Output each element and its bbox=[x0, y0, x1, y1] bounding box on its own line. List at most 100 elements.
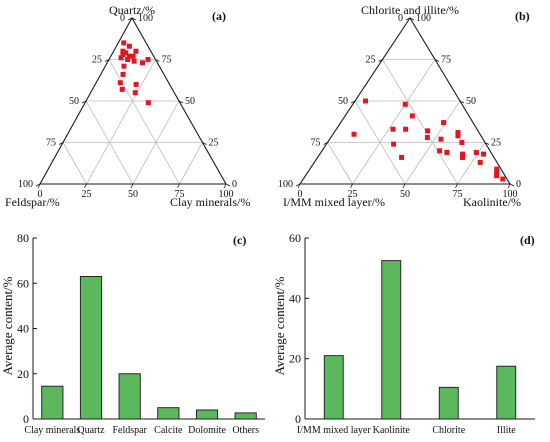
bar-c-x-tick-label: Dolomite bbox=[188, 425, 226, 436]
ternary-a-tick bbox=[155, 59, 160, 62]
ternary-a-tick-label-left-axis: 50 bbox=[69, 96, 79, 107]
ternary-a-tick-label-top-axis: 100 bbox=[138, 13, 153, 24]
ternary-b-data-point bbox=[500, 176, 506, 182]
ternary-a-tick-label-top-axis: 0 bbox=[232, 179, 237, 190]
bar-c-bar bbox=[195, 409, 219, 420]
ternary-a-data-point bbox=[120, 48, 126, 54]
ternary-a-tick bbox=[35, 183, 41, 187]
ternary-b-data-point bbox=[390, 126, 396, 132]
ternary-b-tick-label-bottom-axis: 50 bbox=[400, 189, 410, 200]
panel-label-a: (a) bbox=[212, 9, 226, 23]
ternary-a-data-point bbox=[123, 50, 129, 56]
ternary-a-grid-line bbox=[62, 142, 87, 185]
ternary-b-grid-line bbox=[382, 59, 458, 185]
ternary-chart-chlorite-imm-kaolinite: Chlorite and illite/% (b) I/MM mixed lay… bbox=[278, 3, 530, 209]
ternary-b-data-point bbox=[437, 148, 443, 154]
ternary-b-data-point bbox=[403, 126, 409, 132]
ternary-b-data-point bbox=[494, 173, 500, 179]
ternary-a-tick-label-left-axis: 100 bbox=[18, 179, 33, 190]
bar-c-x-tick-label: Feldspar bbox=[112, 425, 147, 436]
ternary-b-tick-label-left-axis: 25 bbox=[366, 55, 376, 66]
ternary-b-tick-label-top-axis: 0 bbox=[516, 179, 521, 190]
bar-d-y-tick-label: 60 bbox=[289, 231, 301, 245]
ternary-b-tick-label-bottom-axis: 100 bbox=[503, 189, 518, 200]
ternary-a-tick bbox=[84, 183, 87, 189]
ternary-a-grid-line bbox=[132, 100, 180, 185]
ternary-a-data-point bbox=[118, 55, 124, 61]
ternary-b-tick bbox=[509, 183, 515, 187]
panel-label-d: (d) bbox=[520, 233, 535, 247]
ternary-b-right-label: Kaolinite/% bbox=[463, 195, 521, 209]
ternary-a-tick-label-bottom-axis: 50 bbox=[128, 189, 138, 200]
bar-c-y-axis-title: Average content/% bbox=[0, 276, 15, 375]
ternary-a-tick-label-bottom-axis: 75 bbox=[175, 189, 185, 200]
ternary-a-tick bbox=[131, 17, 137, 21]
ternary-b-tick bbox=[405, 17, 411, 21]
ternary-b-tick bbox=[350, 100, 356, 104]
bar-c-y-tick-label: 0 bbox=[23, 412, 29, 426]
ternary-a-top-label: Quartz/% bbox=[109, 3, 155, 17]
ternary-b-top-label: Chlorite and illite/% bbox=[361, 3, 459, 17]
ternary-b-tick-label-bottom-axis: 25 bbox=[348, 189, 358, 200]
bar-d-x-tick-label: I/MM mixed layer bbox=[297, 425, 372, 436]
ternary-b-grid-line bbox=[354, 100, 406, 185]
ternary-b-data-point bbox=[444, 149, 450, 155]
ternary-a-tick bbox=[130, 183, 134, 189]
ternary-b-tick bbox=[434, 59, 440, 62]
ternary-a-data-point bbox=[130, 53, 136, 59]
ternary-a-grid-line bbox=[179, 142, 203, 185]
ternary-b-tick-label-top-axis: 50 bbox=[466, 96, 476, 107]
ternary-a-data-point bbox=[121, 40, 127, 46]
ternary-a-grid-line bbox=[108, 59, 180, 185]
ternary-b-data-point bbox=[351, 131, 357, 137]
ternary-b-tick bbox=[402, 183, 406, 189]
ternary-a-data-point bbox=[126, 53, 132, 59]
ternary-a-tick-label-top-axis: 75 bbox=[162, 55, 172, 66]
bar-d-bar bbox=[381, 260, 402, 420]
ternary-a-tick bbox=[178, 100, 184, 104]
ternary-b-tick-label-top-axis: 100 bbox=[416, 13, 431, 24]
ternary-b-data-point bbox=[473, 149, 479, 155]
ternary-a-data-point bbox=[133, 48, 139, 54]
ternary-a-data-point bbox=[119, 86, 125, 92]
ternary-b-data-point bbox=[460, 151, 466, 157]
bar-c-y-tick-label: 80 bbox=[17, 231, 29, 245]
ternary-a-tick bbox=[202, 142, 207, 145]
ternary-a-tick-label-left-axis: 0 bbox=[120, 13, 125, 24]
ternary-a-right-label: Clay minerals/% bbox=[170, 195, 250, 209]
bar-d-bar bbox=[438, 386, 459, 420]
ternary-a-data-point bbox=[145, 100, 151, 106]
bar-d-y-tick-label: 0 bbox=[295, 412, 301, 426]
ternary-b-grid-line bbox=[457, 142, 486, 185]
ternary-a-data-point bbox=[120, 71, 126, 77]
bar-d-x-tick-label: Chlorite bbox=[432, 425, 465, 436]
ternary-b-data-point bbox=[455, 133, 461, 139]
bar-c-bar bbox=[79, 276, 103, 420]
ternary-b-data-point bbox=[391, 141, 397, 147]
ternary-b-data-point bbox=[363, 98, 368, 104]
ternary-b-tick-label-bottom-axis: 75 bbox=[453, 189, 463, 200]
ternary-b-tick-label-left-axis: 100 bbox=[278, 179, 293, 190]
bar-d-x-tick-label: Illite bbox=[497, 425, 516, 436]
ternary-b-tick-label-top-axis: 75 bbox=[441, 55, 451, 66]
ternary-b-tick bbox=[409, 17, 415, 21]
ternary-b-tick-label-left-axis: 75 bbox=[311, 138, 321, 149]
ternary-a-data-point bbox=[120, 52, 126, 58]
ternary-b-tick bbox=[323, 142, 328, 145]
ternary-b-grid-line bbox=[404, 100, 461, 185]
ternary-a-tick bbox=[127, 17, 133, 21]
bar-d-bar bbox=[496, 365, 517, 420]
bar-c-x-tick-label: Calcite bbox=[154, 425, 183, 436]
bar-chart-clay-mineral-content: (d) Average content/% 0 20 40 60 I/MM mixed … bbox=[272, 231, 535, 436]
ternary-a-tick-label-bottom-axis: 100 bbox=[219, 189, 234, 200]
ternary-b-tick bbox=[350, 183, 353, 189]
ternary-b-tick-label-top-axis: 25 bbox=[491, 138, 501, 149]
ternary-a-left-label: Feldspar/% bbox=[5, 195, 60, 209]
ternary-b-data-point bbox=[425, 128, 431, 134]
ternary-b-data-point bbox=[494, 169, 500, 175]
ternary-b-data-point bbox=[455, 130, 461, 136]
ternary-a-grid-line bbox=[86, 59, 156, 185]
ternary-a-data-point bbox=[125, 57, 131, 62]
bar-d-y-axis-title: Average content/% bbox=[272, 276, 287, 375]
